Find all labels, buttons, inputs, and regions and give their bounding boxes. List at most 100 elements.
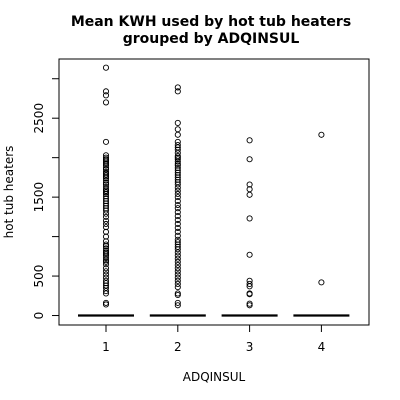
outlier-point (174, 167, 181, 174)
outlier-point (102, 261, 110, 268)
chart-title-line-2: grouped by ADQINSUL (123, 31, 300, 47)
outlier-point (174, 149, 181, 156)
outlier-point (246, 302, 253, 309)
outlier-point (174, 252, 181, 259)
y-tick-label: 0 (32, 312, 46, 320)
outlier-point (102, 198, 110, 205)
outlier-point (102, 288, 110, 295)
outlier-point (318, 131, 325, 138)
outlier-point (102, 210, 110, 217)
outlier-point (102, 193, 110, 200)
outlier-point (102, 265, 110, 272)
x-tick-label: 1 (102, 340, 110, 354)
outlier-point (174, 181, 181, 188)
outlier-point (246, 283, 253, 290)
outlier-point (174, 162, 181, 169)
outlier-point (102, 207, 110, 214)
outlier-point (174, 209, 181, 216)
x-tick-label: 3 (246, 340, 254, 354)
outlier-point (174, 176, 181, 183)
outlier-point (102, 88, 110, 95)
outlier-point (174, 271, 181, 278)
outlier-point (174, 174, 181, 181)
outlier-point (246, 156, 253, 163)
outlier-point (174, 268, 181, 275)
y-tick-label: 1500 (32, 182, 46, 213)
x-tick-label: 2 (174, 340, 182, 354)
outlier-point (174, 236, 181, 243)
outlier-point (174, 146, 181, 153)
outlier-point (246, 280, 253, 288)
outlier-point (174, 187, 181, 194)
outlier-point (102, 202, 110, 209)
outlier-point (102, 200, 110, 207)
outlier-point (102, 301, 110, 308)
x-axis: 1 2 3 4 (102, 325, 325, 354)
outlier-point (102, 99, 110, 106)
outlier-point (102, 258, 110, 265)
outlier-point (174, 198, 181, 205)
outlier-point (318, 279, 325, 286)
outlier-point (174, 232, 181, 239)
outlier-points (102, 64, 325, 309)
outlier-point (174, 302, 181, 309)
outlier-point (102, 213, 110, 220)
outlier-point (102, 162, 110, 169)
outlier-point (102, 268, 110, 275)
outlier-point (174, 246, 181, 253)
outlier-point (102, 233, 110, 240)
outlier-point (246, 291, 253, 298)
y-tick-label: 500 (32, 265, 46, 288)
plot-area-frame (58, 58, 370, 326)
outlier-point (102, 254, 110, 261)
outlier-point (174, 213, 181, 220)
outlier-point (174, 261, 181, 269)
outlier-point (174, 158, 181, 165)
outlier-point (102, 195, 110, 202)
outlier-point (102, 243, 110, 250)
outlier-point (174, 88, 181, 95)
outlier-point (174, 258, 181, 265)
outlier-point (174, 190, 181, 198)
outlier-point (246, 251, 253, 258)
outlier-point (174, 119, 181, 126)
x-axis-label: ADQINSUL (183, 370, 246, 384)
outlier-point (174, 156, 181, 163)
y-tick-label: 2500 (32, 103, 46, 134)
outlier-point (246, 191, 253, 198)
outlier-point (174, 228, 181, 235)
outlier-point (102, 280, 110, 287)
outlier-point (102, 238, 110, 245)
outlier-point (174, 284, 181, 291)
outlier-point (174, 239, 181, 246)
outlier-point (246, 215, 253, 222)
outlier-point (174, 205, 181, 212)
outlier-point (102, 220, 110, 228)
outlier-point (174, 169, 181, 176)
outlier-point (102, 190, 110, 198)
outlier-point (174, 280, 181, 288)
outlier-point (102, 64, 110, 71)
outlier-point (102, 228, 110, 235)
y-axis-label: hot tub heaters (2, 146, 16, 239)
outlier-point (174, 201, 181, 209)
outlier-point (102, 181, 110, 188)
outlier-point (102, 271, 110, 278)
outlier-point (246, 137, 253, 144)
chart-title-line-1: Mean KWH used by hot tub heaters (71, 14, 351, 30)
outlier-point (174, 216, 181, 224)
outlier-point (174, 291, 181, 299)
outlier-point (174, 265, 181, 272)
outlier-point (174, 184, 181, 191)
outlier-point (174, 84, 181, 91)
outlier-point (174, 255, 181, 262)
outlier-point (174, 131, 181, 138)
outlier-point (102, 175, 110, 182)
outlier-point (102, 217, 110, 224)
outlier-point (102, 290, 110, 297)
outlier-point (174, 274, 181, 281)
y-axis: 0 500 1500 2500 (32, 78, 59, 320)
outlier-point (102, 252, 110, 259)
outlier-point (174, 141, 181, 149)
outlier-point (174, 126, 181, 133)
